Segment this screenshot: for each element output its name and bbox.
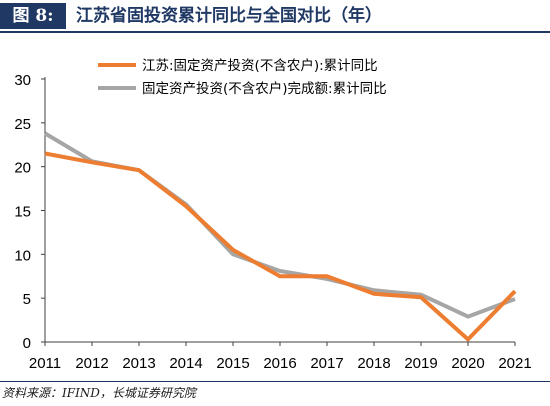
x-tick-label: 2018	[357, 355, 390, 372]
legend-label-1: 固定资产投资(不含农户)完成额:累计同比	[142, 80, 387, 97]
header-rule	[0, 31, 550, 33]
x-tick-label: 2011	[29, 355, 61, 372]
y-tick-label: 20	[14, 160, 31, 177]
series-line-1	[43, 131, 516, 319]
line-chart: 0 5 10 15 20 25 30 2011 2012 2013 2014 2015 2016 2017…	[14, 57, 531, 372]
y-tick-label: 5	[23, 291, 31, 308]
x-tick-label: 2016	[263, 355, 296, 372]
x-tick-label: 2017	[310, 355, 343, 372]
x-tick-label: 2020	[451, 355, 484, 372]
figure-number: 图 8:	[0, 3, 66, 29]
x-tick-label: 2012	[75, 355, 108, 372]
series-line-0	[44, 151, 517, 342]
x-tick-label: 2014	[169, 355, 202, 372]
x-tick-label: 2019	[404, 355, 437, 372]
x-tick-label: 2015	[216, 355, 249, 372]
y-tick-label: 0	[23, 335, 31, 352]
x-tick-label: 2013	[122, 355, 155, 372]
y-tick-label: 25	[14, 116, 31, 133]
footer-rule	[0, 381, 550, 382]
figure-title: 江苏省固投资累计同比与全国对比（年）	[76, 6, 382, 26]
figure-header: 图 8: 江苏省固投资累计同比与全国对比（年）	[0, 0, 550, 33]
y-tick-label: 30	[14, 72, 31, 89]
y-tick-label: 10	[14, 247, 31, 264]
legend-label-0: 江苏:固定资产投资(不含农户):累计同比	[142, 57, 378, 74]
y-tick-label: 15	[14, 204, 31, 221]
source-note: 资料来源：IFIND，长城证券研究院	[2, 386, 196, 400]
x-tick-label: 2021	[498, 355, 531, 372]
